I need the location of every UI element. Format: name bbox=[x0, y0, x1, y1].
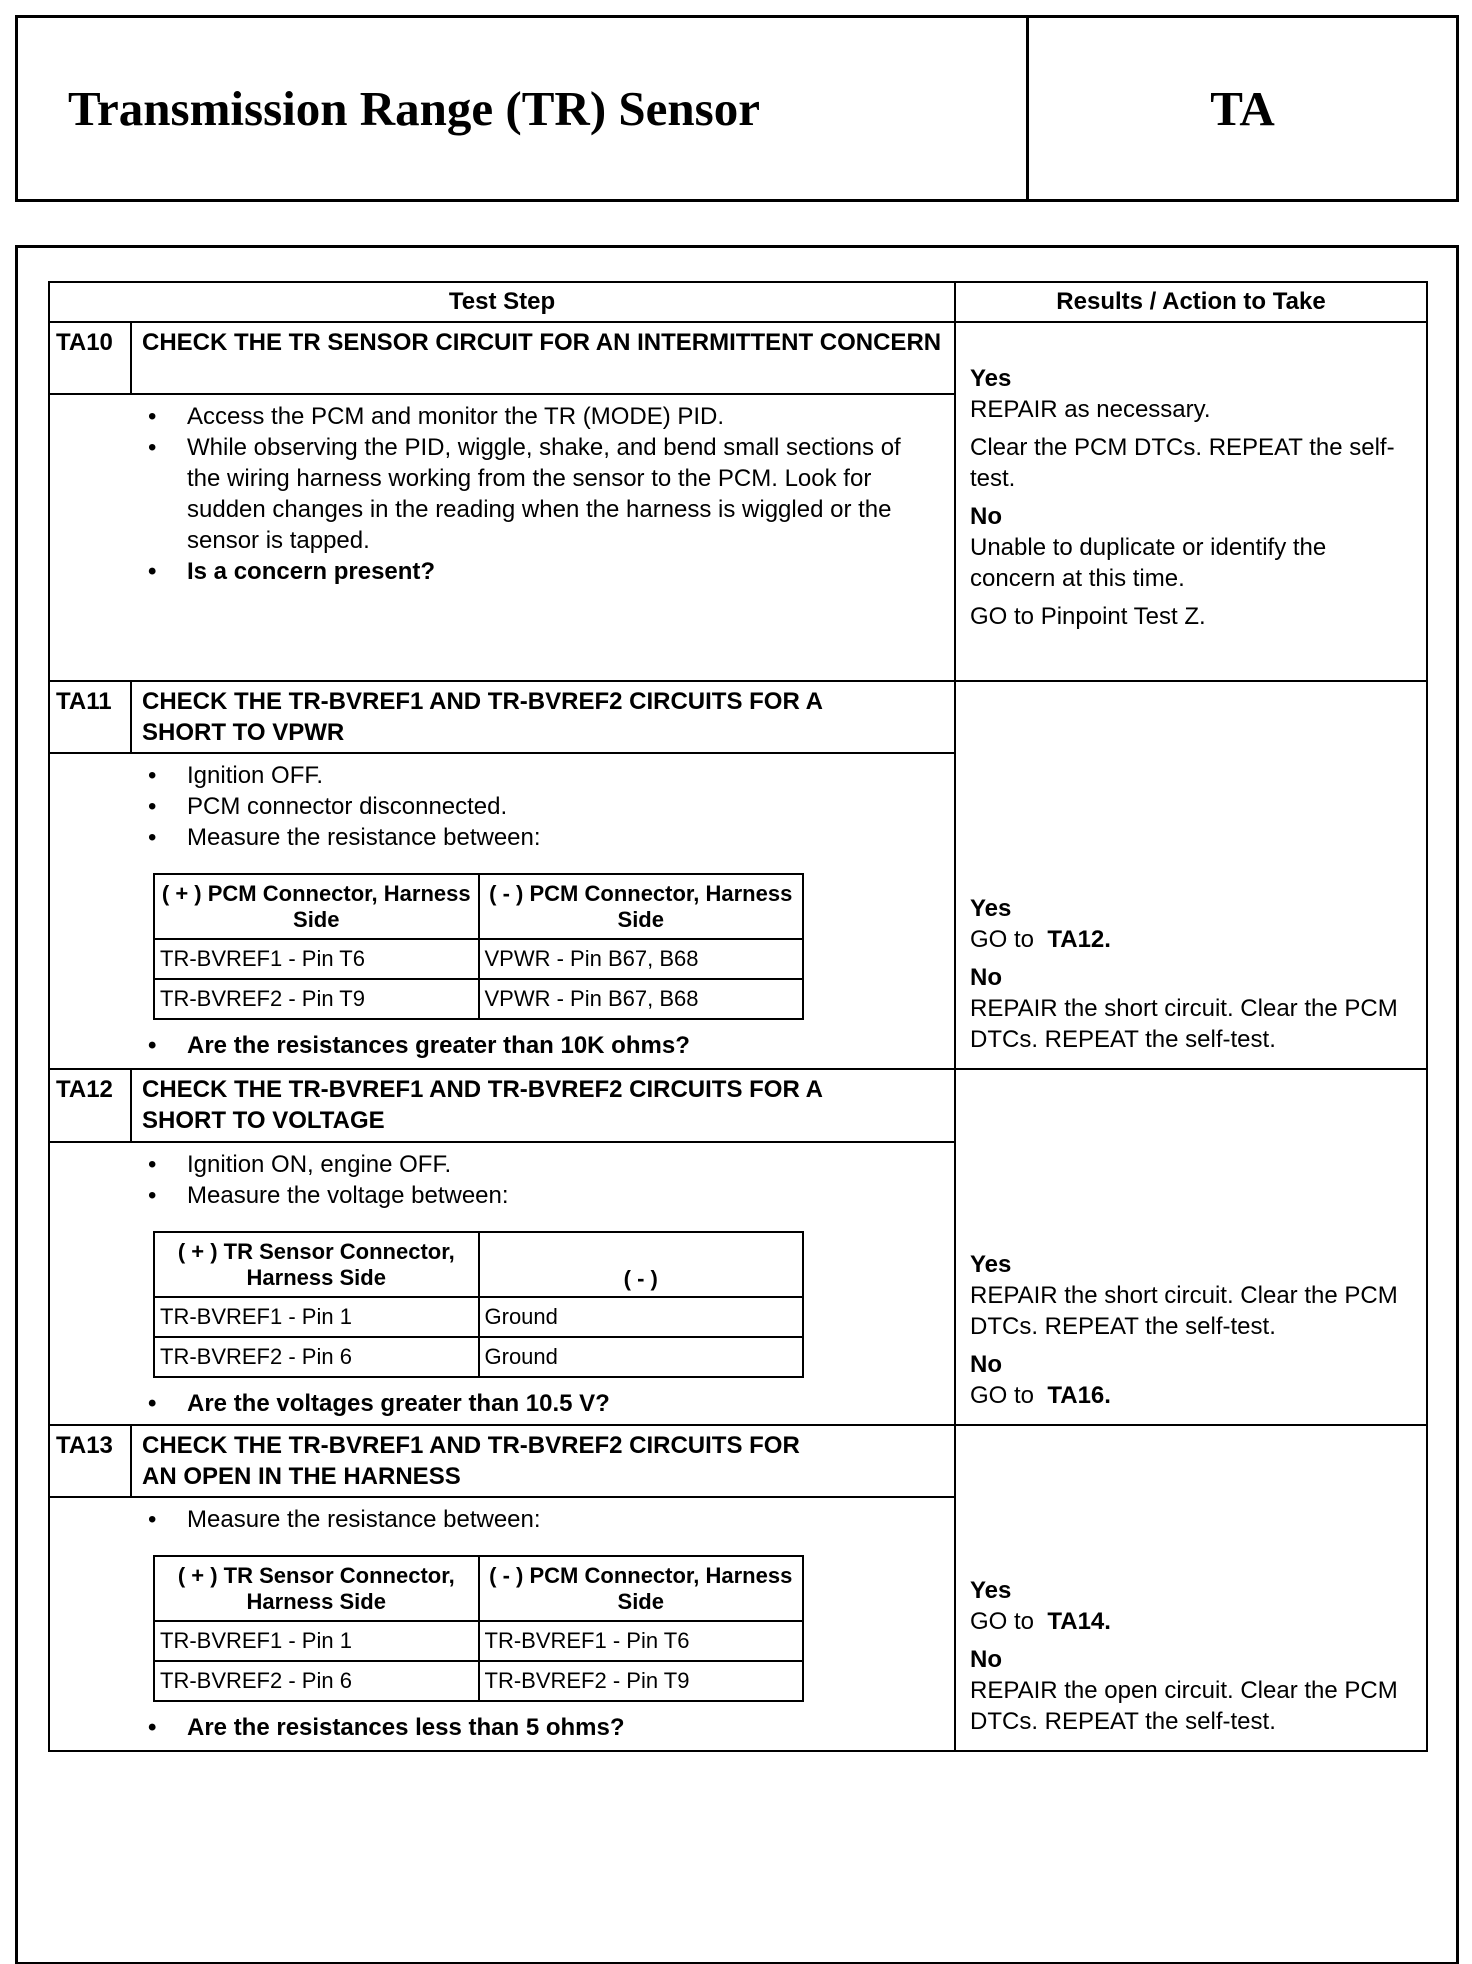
step-results: Yes REPAIR as necessary. Clear the PCM D… bbox=[954, 321, 1428, 682]
step-title: CHECK THE TR-BVREF1 AND TR-BVREF2 CIRCUI… bbox=[130, 680, 956, 754]
no-action: REPAIR the short circuit. Clear the PCM … bbox=[970, 995, 1398, 1053]
sub-cell: TR-BVREF2 - Pin T9 bbox=[477, 1660, 804, 1702]
sub-cell: VPWR - Pin B67, B68 bbox=[477, 938, 804, 980]
sub-cell: TR-BVREF1 - Pin T6 bbox=[477, 1620, 804, 1662]
sub-header: ( - ) PCM Connector, Harness Side bbox=[477, 873, 804, 940]
step-header-row: TA10 CHECK THE TR SENSOR CIRCUIT FOR AN … bbox=[48, 321, 1428, 682]
no-prefix: GO to bbox=[970, 1382, 1035, 1409]
title-box: Transmission Range (TR) Sensor TA bbox=[15, 15, 1459, 202]
sub-header: ( + ) TR Sensor Connector, Harness Side bbox=[153, 1555, 480, 1622]
title-divider bbox=[1026, 18, 1029, 199]
table-header-row: Test Step Results / Action to Take bbox=[48, 281, 1428, 323]
step-title: CHECK THE TR-BVREF1 AND TR-BVREF2 CIRCUI… bbox=[130, 1424, 956, 1498]
no-label: No bbox=[970, 1646, 1002, 1673]
measurement-table: ( + ) TR Sensor Connector, Harness Side(… bbox=[153, 1231, 804, 1378]
yes-label: Yes bbox=[970, 895, 1012, 922]
bullet-item: Measure the resistance between: bbox=[50, 1504, 954, 1535]
sub-cell: TR-BVREF2 - Pin 6 bbox=[153, 1660, 480, 1702]
no-action: REPAIR the open circuit. Clear the PCM D… bbox=[970, 1677, 1398, 1735]
bullet-item: Ignition OFF. bbox=[50, 760, 954, 791]
step-number: TA11 bbox=[48, 680, 132, 754]
sub-cell: TR-BVREF2 - Pin 6 bbox=[153, 1336, 480, 1378]
goto-step-link[interactable]: TA16. bbox=[1047, 1382, 1111, 1409]
bullet-item: Measure the resistance between: bbox=[50, 822, 954, 853]
step-body: Ignition ON, engine OFF. Measure the vol… bbox=[48, 1141, 956, 1426]
no-action: Unable to duplicate or identify the conc… bbox=[970, 534, 1327, 592]
bullet-item: PCM connector disconnected. bbox=[50, 791, 954, 822]
content-frame bbox=[15, 245, 1459, 1964]
no-action: GO to TA16. bbox=[970, 1380, 1418, 1411]
sub-header: ( + ) TR Sensor Connector, Harness Side bbox=[153, 1231, 480, 1298]
step-question: Are the resistances greater than 10K ohm… bbox=[50, 1030, 954, 1061]
goto-step-link[interactable]: TA12. bbox=[1047, 926, 1111, 953]
yes-label: Yes bbox=[970, 1577, 1012, 1604]
step-body: Ignition OFF. PCM connector disconnected… bbox=[48, 752, 956, 1070]
step-header-row: TA13 CHECK THE TR-BVREF1 AND TR-BVREF2 C… bbox=[48, 1424, 1428, 1752]
no-label: No bbox=[970, 503, 1002, 530]
yes-action: Clear the PCM DTCs. REPEAT the self-test… bbox=[970, 434, 1395, 492]
sub-header: ( - ) bbox=[477, 1231, 804, 1298]
step-body: Measure the resistance between: ( + ) TR… bbox=[48, 1496, 956, 1752]
step-header-row: TA11 CHECK THE TR-BVREF1 AND TR-BVREF2 C… bbox=[48, 680, 1428, 1070]
measurement-table: ( + ) TR Sensor Connector, Harness Side(… bbox=[153, 1555, 804, 1702]
bullet-item: While observing the PID, wiggle, shake, … bbox=[50, 432, 954, 556]
sub-cell: TR-BVREF1 - Pin 1 bbox=[153, 1620, 480, 1662]
yes-action: GO to TA12. bbox=[970, 924, 1418, 955]
header-results: Results / Action to Take bbox=[954, 281, 1428, 323]
step-results: Yes GO to TA12. No REPAIR the short circ… bbox=[954, 680, 1428, 1070]
yes-action: REPAIR as necessary. bbox=[970, 396, 1211, 423]
step-question: Are the resistances less than 5 ohms? bbox=[50, 1712, 954, 1743]
step-question: Are the voltages greater than 10.5 V? bbox=[50, 1388, 954, 1419]
sub-cell: TR-BVREF1 - Pin T6 bbox=[153, 938, 480, 980]
bullet-item: Measure the voltage between: bbox=[50, 1180, 954, 1211]
step-header-row: TA12 CHECK THE TR-BVREF1 AND TR-BVREF2 C… bbox=[48, 1068, 1428, 1426]
yes-prefix: GO to bbox=[970, 1608, 1035, 1635]
yes-prefix: GO to bbox=[970, 926, 1035, 953]
goto-step-link[interactable]: TA14. bbox=[1047, 1608, 1111, 1635]
step-number: TA12 bbox=[48, 1068, 132, 1143]
yes-label: Yes bbox=[970, 365, 1012, 392]
bullet-item: Access the PCM and monitor the TR (MODE)… bbox=[50, 401, 954, 432]
measurement-table: ( + ) PCM Connector, Harness Side( - ) P… bbox=[153, 873, 804, 1020]
sub-cell: Ground bbox=[477, 1296, 804, 1338]
step-body-row: Ignition OFF. PCM connector disconnected… bbox=[48, 752, 1427, 1070]
no-label: No bbox=[970, 964, 1002, 991]
no-action: GO to Pinpoint Test Z. bbox=[970, 603, 1206, 630]
test-step-table: Test Step Results / Action to Take TA10 … bbox=[48, 281, 1428, 1752]
step-body-row: Measure the resistance between: ( + ) TR… bbox=[48, 1496, 1427, 1752]
step-body-row: Ignition ON, engine OFF. Measure the vol… bbox=[48, 1141, 1427, 1426]
sub-cell: TR-BVREF2 - Pin T9 bbox=[153, 978, 480, 1020]
no-label: No bbox=[970, 1351, 1002, 1378]
step-number: TA13 bbox=[48, 1424, 132, 1498]
sub-header: ( + ) PCM Connector, Harness Side bbox=[153, 873, 480, 940]
yes-action: GO to TA14. bbox=[970, 1606, 1418, 1637]
yes-label: Yes bbox=[970, 1251, 1012, 1278]
header-test-step: Test Step bbox=[48, 281, 956, 323]
step-results: Yes REPAIR the short circuit. Clear the … bbox=[954, 1068, 1428, 1426]
section-code: TA bbox=[1210, 81, 1275, 136]
step-body: Access the PCM and monitor the TR (MODE)… bbox=[48, 393, 956, 682]
step-results: Yes GO to TA14. No REPAIR the open circu… bbox=[954, 1424, 1428, 1752]
sub-header: ( - ) PCM Connector, Harness Side bbox=[477, 1555, 804, 1622]
page-title: Transmission Range (TR) Sensor bbox=[68, 81, 760, 136]
bullet-item: Ignition ON, engine OFF. bbox=[50, 1149, 954, 1180]
sub-cell: TR-BVREF1 - Pin 1 bbox=[153, 1296, 480, 1338]
sub-cell: VPWR - Pin B67, B68 bbox=[477, 978, 804, 1020]
step-question: Is a concern present? bbox=[50, 556, 954, 587]
yes-action: REPAIR the short circuit. Clear the PCM … bbox=[970, 1282, 1398, 1340]
step-body-row: Access the PCM and monitor the TR (MODE)… bbox=[48, 393, 1427, 682]
sub-cell: Ground bbox=[477, 1336, 804, 1378]
step-title: CHECK THE TR-BVREF1 AND TR-BVREF2 CIRCUI… bbox=[130, 1068, 956, 1143]
step-title: CHECK THE TR SENSOR CIRCUIT FOR AN INTER… bbox=[130, 321, 956, 395]
step-number: TA10 bbox=[48, 321, 132, 395]
